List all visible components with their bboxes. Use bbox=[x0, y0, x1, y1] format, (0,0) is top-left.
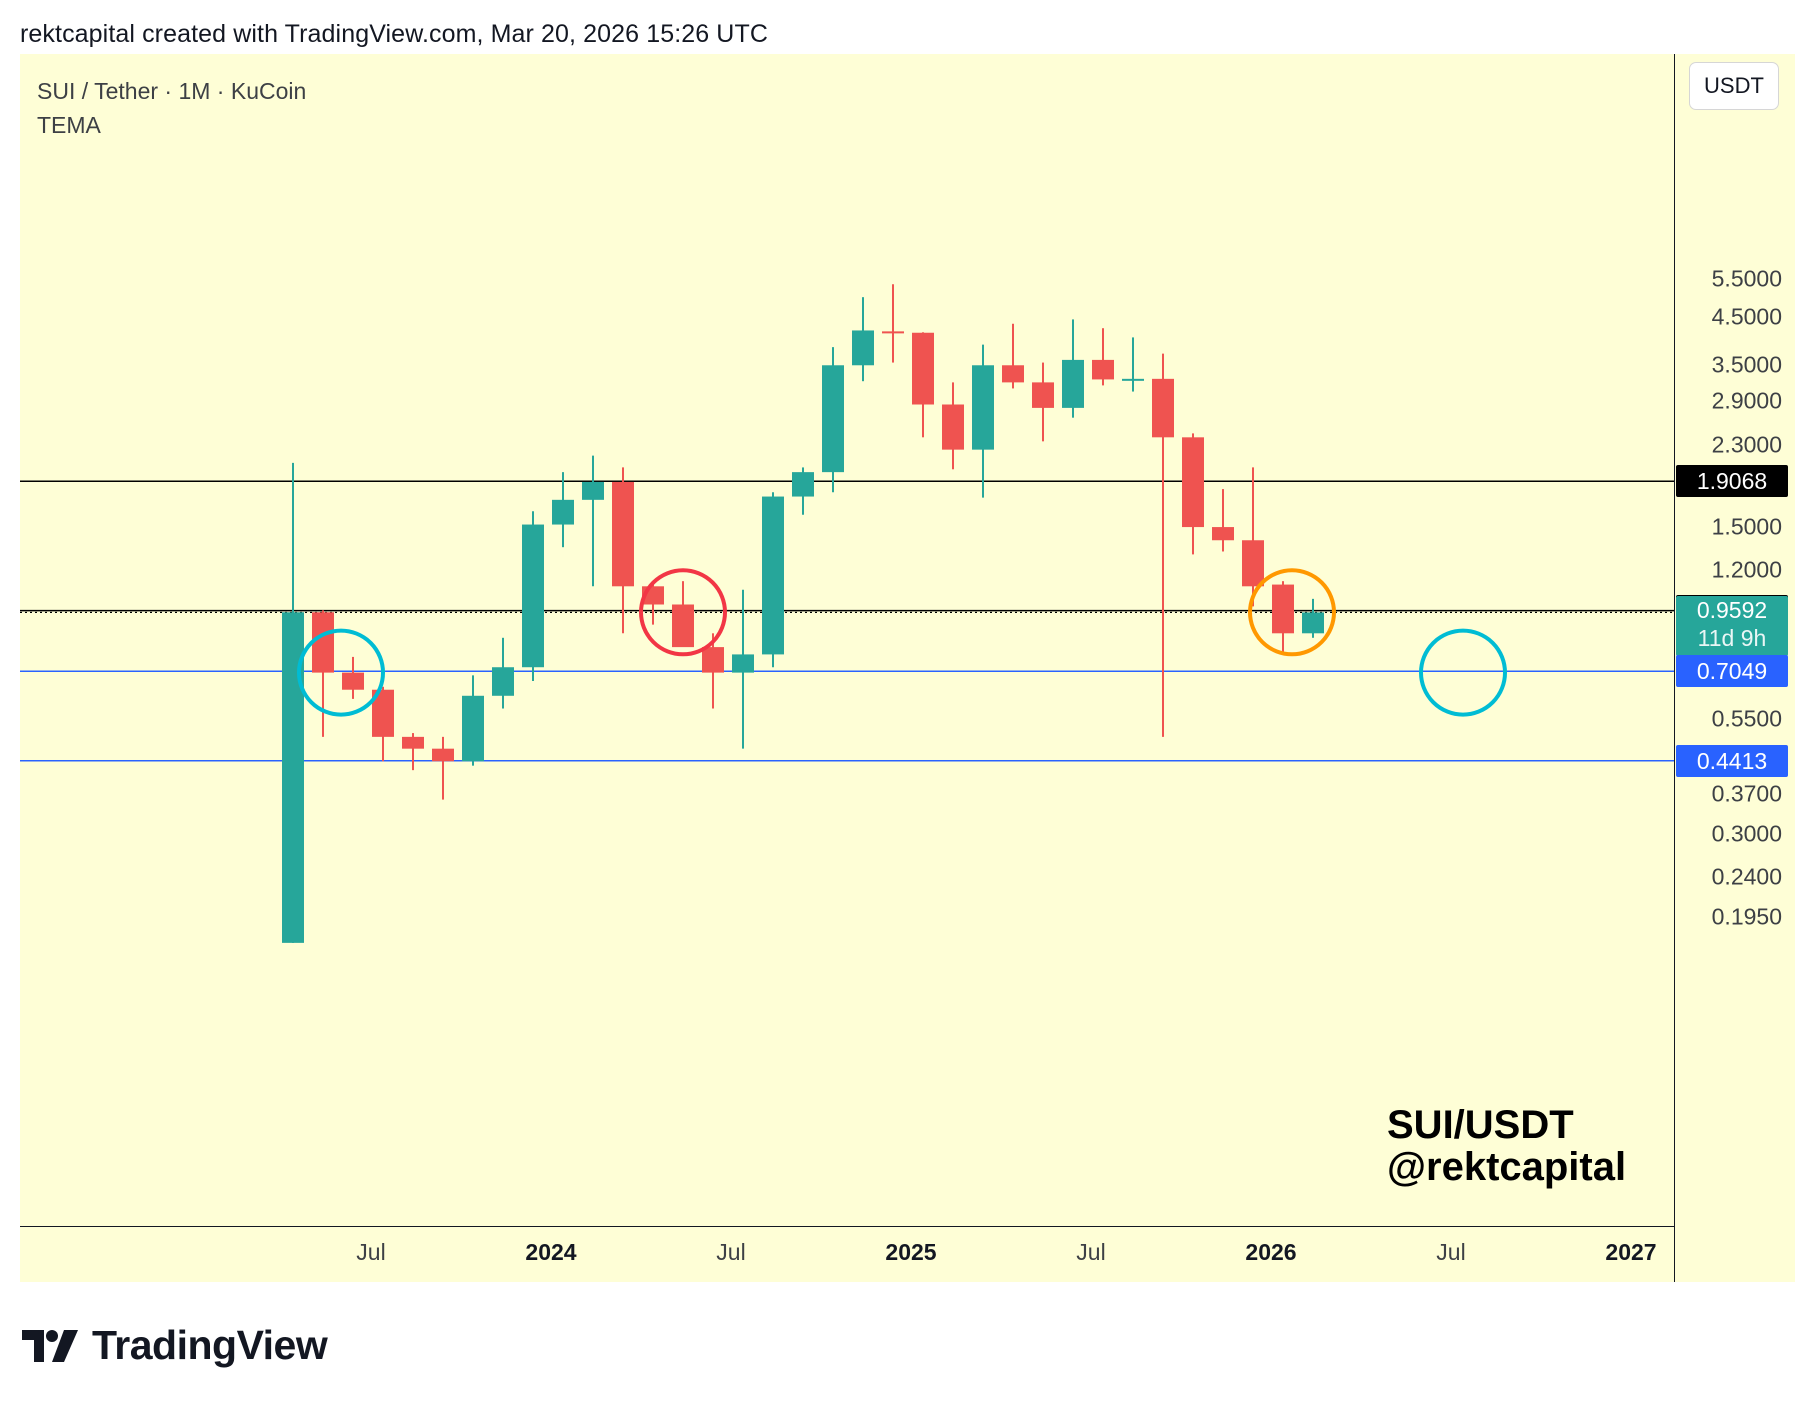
candle-body-2023-10 bbox=[432, 748, 454, 762]
y-tick-label: 1.2000 bbox=[1711, 556, 1782, 583]
y-tick-label: 5.5000 bbox=[1711, 265, 1782, 292]
candle-body-2024-04 bbox=[612, 481, 634, 587]
plot-area[interactable]: SUI / Tether · 1M · KuCoin TEMA SUI/USDT… bbox=[20, 54, 1674, 1226]
price-badge-0.7049: 0.7049 bbox=[1676, 655, 1788, 688]
price-badge-value: 1.9068 bbox=[1696, 468, 1768, 495]
y-tick-label: 0.1950 bbox=[1711, 903, 1782, 930]
y-tick-label: 0.2400 bbox=[1711, 863, 1782, 890]
x-tick-label: 2027 bbox=[1605, 1239, 1657, 1265]
candle-body-2025-11 bbox=[1182, 437, 1204, 528]
candle-body-2025-02 bbox=[912, 332, 934, 405]
candle-body-2025-01 bbox=[882, 331, 904, 334]
price-badge-0.4413: 0.4413 bbox=[1676, 744, 1788, 777]
watermark: SUI/USDT @rektcapital bbox=[1387, 1104, 1626, 1188]
x-tick-label: Jul bbox=[716, 1239, 746, 1265]
annotation-circle-4 bbox=[1419, 628, 1507, 717]
candle-body-2025-06 bbox=[1032, 382, 1054, 408]
candle-body-2025-04 bbox=[972, 365, 994, 450]
price-badge-value: 0.9592 bbox=[1696, 597, 1768, 624]
candle-body-2024-09 bbox=[762, 496, 784, 655]
candle-body-2023-12 bbox=[492, 667, 514, 696]
candle-body-2023-09 bbox=[402, 736, 424, 749]
candle-body-2024-08 bbox=[732, 654, 754, 673]
tradingview-logo[interactable]: TradingView bbox=[22, 1322, 328, 1369]
candle-body-2025-08 bbox=[1092, 359, 1114, 380]
candle-body-2024-07 bbox=[702, 647, 724, 673]
candle-body-2024-03 bbox=[582, 481, 604, 500]
candlestick-chart bbox=[20, 284, 1674, 943]
watermark-pair: SUI/USDT bbox=[1387, 1103, 1574, 1147]
candle-body-2026-02 bbox=[1272, 584, 1294, 634]
y-tick-label: 0.3700 bbox=[1711, 780, 1782, 807]
candle-body-2025-03 bbox=[942, 404, 964, 450]
y-tick-label: 3.5000 bbox=[1711, 351, 1782, 378]
chart-header: rektcapital created with TradingView.com… bbox=[20, 20, 768, 48]
candle-body-2023-08 bbox=[372, 689, 394, 737]
y-tick-label: 4.5000 bbox=[1711, 303, 1782, 330]
candle-body-2024-10 bbox=[792, 472, 814, 497]
chart-area[interactable]: SUI / Tether · 1M · KuCoin TEMA SUI/USDT… bbox=[20, 54, 1795, 1282]
x-tick-label: Jul bbox=[356, 1239, 386, 1265]
candle-body-2026-01 bbox=[1242, 540, 1264, 587]
candle-body-2025-07 bbox=[1062, 359, 1084, 408]
price-badge-1.9068: 1.9068 bbox=[1676, 465, 1788, 498]
y-tick-label: 1.5000 bbox=[1711, 513, 1782, 540]
price-badge-0.9592: 0.9592 11d 9h bbox=[1676, 596, 1788, 657]
y-tick-label: 0.5500 bbox=[1711, 705, 1782, 732]
price-badge-value: 0.4413 bbox=[1696, 747, 1768, 774]
y-tick-label: 2.9000 bbox=[1711, 387, 1782, 414]
time-axis[interactable]: Jul 2024 Jul 2025 Jul 2026 Jul 2027 bbox=[20, 1226, 1674, 1283]
candle-body-2024-12 bbox=[852, 330, 874, 366]
x-tick-label: Jul bbox=[1076, 1239, 1106, 1265]
annotation-circle-3 bbox=[1248, 568, 1336, 657]
price-badge-value: 0.7049 bbox=[1696, 658, 1768, 685]
x-tick-label: 2025 bbox=[885, 1239, 937, 1265]
candle-body-2025-05 bbox=[1002, 365, 1024, 383]
y-tick-label: 2.3000 bbox=[1711, 431, 1782, 458]
candle-body-2026-03 bbox=[1302, 612, 1324, 634]
annotation-circle-1 bbox=[297, 628, 385, 717]
candle-body-2024-06 bbox=[672, 604, 694, 648]
watermark-author: @rektcapital bbox=[1387, 1145, 1627, 1189]
candle-body-2023-05 bbox=[282, 612, 304, 943]
currency-selector[interactable]: USDT bbox=[1689, 62, 1779, 110]
x-tick-label: Jul bbox=[1436, 1239, 1466, 1265]
price-axis[interactable]: USDT 5.5000 4.5000 3.5000 2.9000 2.3000 1.500… bbox=[1674, 54, 1796, 1282]
candle-body-2024-11 bbox=[822, 365, 844, 473]
candle-body-2024-01 bbox=[522, 524, 544, 668]
price-badge-countdown: 11d 9h bbox=[1697, 625, 1767, 652]
indicator-label[interactable]: TEMA bbox=[37, 112, 101, 138]
y-tick-label: 0.3000 bbox=[1711, 820, 1782, 847]
chart-legend: SUI / Tether · 1M · KuCoin TEMA bbox=[37, 74, 306, 142]
candle-body-2023-07 bbox=[342, 672, 364, 690]
annotation-circle-2 bbox=[639, 568, 727, 657]
candle-body-2025-09 bbox=[1122, 378, 1144, 381]
tradingview-brand: TradingView bbox=[92, 1322, 328, 1368]
tradingview-logo-icon bbox=[22, 1329, 78, 1362]
candle-body-2025-12 bbox=[1212, 527, 1234, 541]
candle-body-2024-02 bbox=[552, 499, 574, 525]
candle-body-2023-11 bbox=[462, 695, 484, 762]
x-tick-label: 2024 bbox=[525, 1239, 577, 1265]
candle-body-2025-10 bbox=[1152, 378, 1174, 438]
x-tick-label: 2026 bbox=[1245, 1239, 1297, 1265]
candle-body-2023-06 bbox=[312, 612, 334, 673]
symbol-title: SUI / Tether · 1M · KuCoin bbox=[37, 78, 307, 104]
